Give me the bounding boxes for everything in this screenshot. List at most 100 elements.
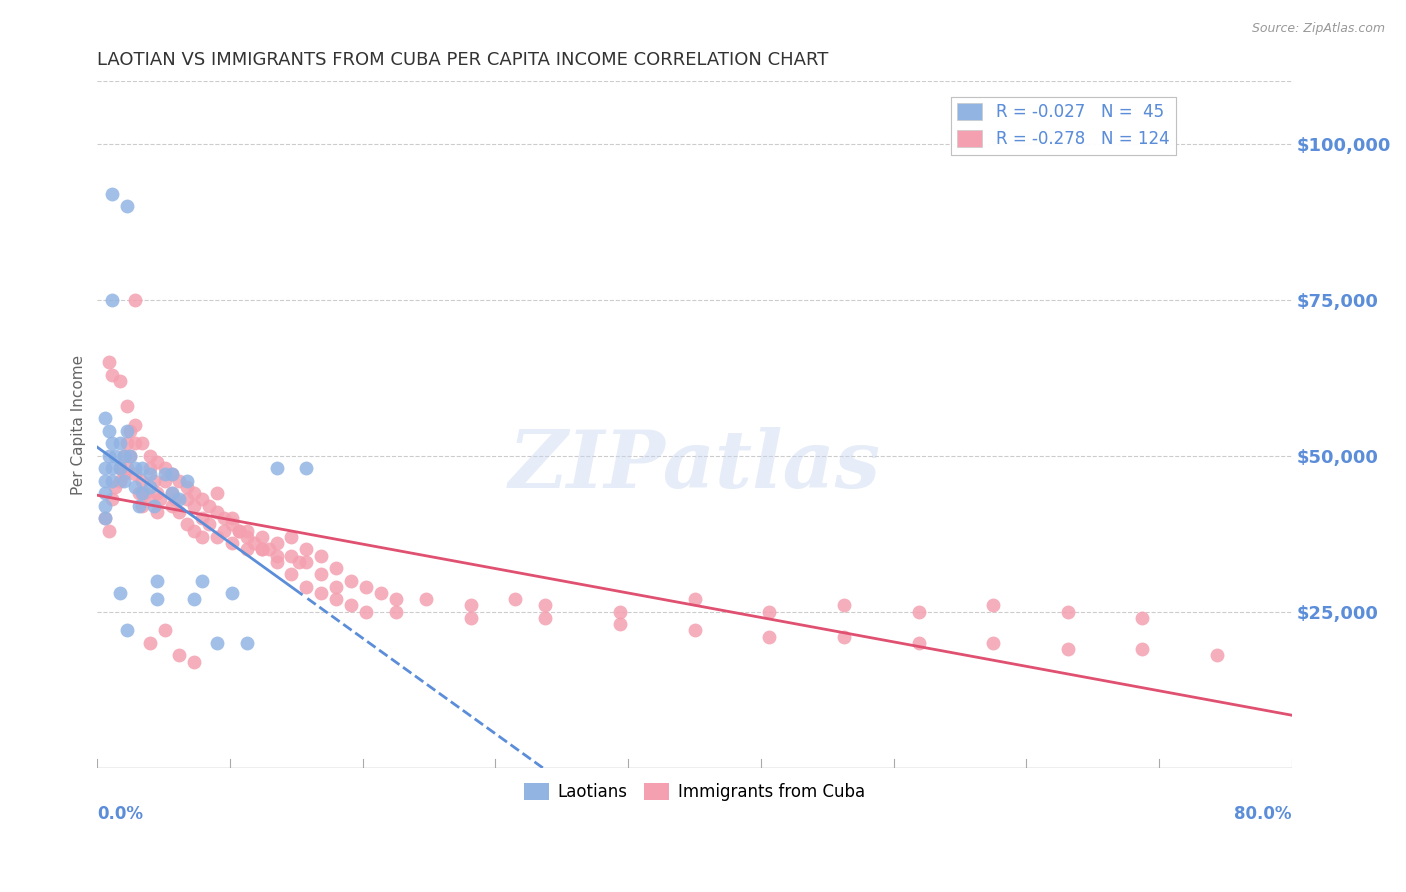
Point [340, 574, 363, 588]
Point [266, 549, 288, 563]
Point [94, 486, 117, 500]
Point [124, 417, 146, 432]
Point [235, 530, 257, 544]
Point [198, 499, 221, 513]
Point [124, 293, 146, 307]
Point [108, 474, 131, 488]
Point [266, 536, 288, 550]
Point [120, 449, 142, 463]
Point [94, 474, 117, 488]
Point [505, 592, 527, 607]
Point [1056, 642, 1078, 657]
Point [832, 630, 855, 644]
Point [143, 499, 166, 513]
Point [250, 542, 273, 557]
Point [138, 636, 160, 650]
Point [981, 636, 1004, 650]
Point [138, 467, 160, 482]
Point [280, 567, 302, 582]
Point [214, 511, 236, 525]
Point [131, 474, 153, 488]
Point [115, 461, 138, 475]
Point [183, 486, 205, 500]
Point [981, 599, 1004, 613]
Point [295, 461, 318, 475]
Point [108, 374, 131, 388]
Point [460, 611, 482, 625]
Text: 0.0%: 0.0% [97, 805, 143, 823]
Point [758, 605, 780, 619]
Point [169, 648, 191, 663]
Point [205, 530, 228, 544]
Point [115, 436, 138, 450]
Point [183, 655, 205, 669]
Point [169, 505, 191, 519]
Point [176, 480, 198, 494]
Point [153, 461, 176, 475]
Point [153, 624, 176, 638]
Point [94, 461, 117, 475]
Point [183, 592, 205, 607]
Point [250, 542, 273, 557]
Point [295, 542, 318, 557]
Point [143, 474, 166, 488]
Point [163, 492, 186, 507]
Point [183, 499, 205, 513]
Point [101, 461, 124, 475]
Point [907, 605, 929, 619]
Point [280, 530, 302, 544]
Point [108, 461, 131, 475]
Point [112, 449, 135, 463]
Point [683, 624, 706, 638]
Point [160, 499, 183, 513]
Point [354, 605, 377, 619]
Text: ZIPatlas: ZIPatlas [509, 427, 880, 505]
Point [146, 574, 169, 588]
Point [128, 486, 150, 500]
Point [288, 555, 311, 569]
Point [101, 492, 124, 507]
Point [228, 524, 250, 538]
Point [115, 199, 138, 213]
Point [104, 480, 127, 494]
Point [683, 592, 706, 607]
Point [108, 586, 131, 600]
Point [149, 492, 172, 507]
Point [221, 536, 243, 550]
Point [183, 524, 205, 538]
Point [146, 486, 169, 500]
Point [146, 505, 169, 519]
Point [280, 549, 302, 563]
Point [101, 436, 124, 450]
Point [191, 530, 214, 544]
Point [460, 599, 482, 613]
Point [94, 511, 117, 525]
Point [115, 624, 138, 638]
Point [98, 355, 121, 369]
Point [138, 480, 160, 494]
Point [115, 399, 138, 413]
Point [160, 467, 183, 482]
Point [370, 586, 392, 600]
Point [120, 424, 142, 438]
Point [124, 480, 146, 494]
Text: LAOTIAN VS IMMIGRANTS FROM CUBA PER CAPITA INCOME CORRELATION CHART: LAOTIAN VS IMMIGRANTS FROM CUBA PER CAPI… [97, 51, 828, 69]
Point [169, 474, 191, 488]
Point [124, 467, 146, 482]
Point [112, 449, 135, 463]
Point [104, 449, 127, 463]
Point [176, 492, 198, 507]
Point [131, 461, 153, 475]
Point [94, 511, 117, 525]
Point [176, 474, 198, 488]
Point [131, 486, 153, 500]
Y-axis label: Per Capita Income: Per Capita Income [72, 354, 86, 494]
Point [325, 561, 347, 575]
Point [205, 636, 228, 650]
Point [228, 524, 250, 538]
Point [325, 580, 347, 594]
Point [98, 424, 121, 438]
Point [101, 474, 124, 488]
Point [108, 461, 131, 475]
Point [160, 467, 183, 482]
